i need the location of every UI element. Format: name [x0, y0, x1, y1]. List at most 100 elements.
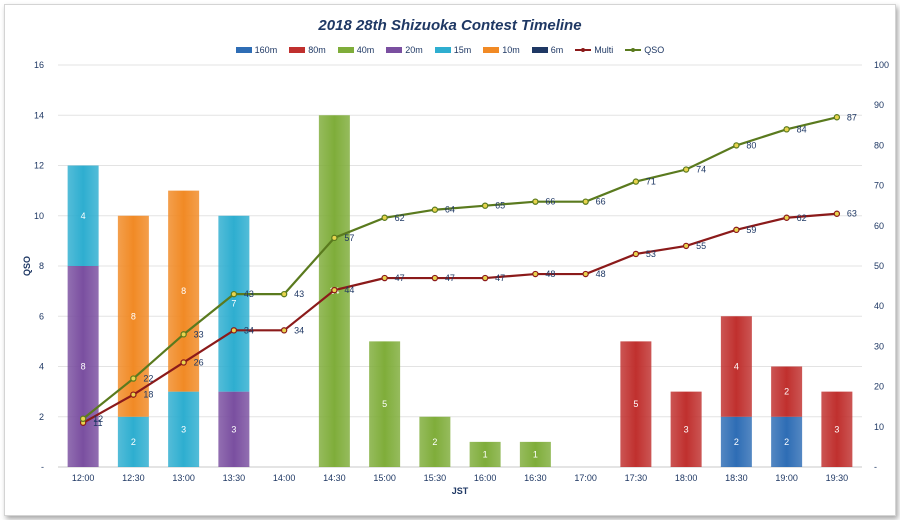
point-qso: [682, 166, 690, 173]
point-label-multi: 48: [596, 269, 606, 279]
x-tick-label: 14:00: [273, 473, 296, 483]
legend-swatch: [235, 47, 252, 53]
chart-legend: 160m 80m 40m 20m 15m 10m 6m Multi QSO: [5, 45, 895, 55]
point-label-qso: 65: [495, 201, 505, 211]
bar-80m: [670, 391, 702, 467]
y-tick-label: 4: [39, 362, 44, 372]
point-multi: [130, 391, 137, 398]
x-tick-label: 18:30: [725, 473, 748, 483]
chart-title: 2018 28th Shizuoka Contest Timeline: [318, 17, 582, 34]
legend-label: Multi: [594, 45, 614, 55]
point-label-multi: 62: [797, 213, 807, 223]
point-qso: [331, 234, 338, 242]
y-tick-label: 16: [34, 60, 44, 70]
point-qso: [481, 202, 489, 209]
y2-tick-label: 70: [874, 181, 884, 191]
legend-item-160m: 160m: [235, 45, 278, 55]
legend-item-40m: 40m: [337, 45, 374, 55]
point-qso: [733, 142, 740, 149]
bar-40m: [419, 416, 451, 467]
bar-value-label: 2: [734, 437, 739, 447]
x-tick-label: 17:30: [625, 473, 648, 483]
point-label-qso: 87: [847, 112, 857, 122]
point-label-multi: 47: [395, 273, 405, 283]
y2-tick-label: 90: [874, 100, 884, 110]
point-multi: [682, 242, 690, 250]
point-label-multi: 18: [143, 390, 153, 400]
bar-10m: [168, 190, 200, 392]
point-multi: [381, 274, 388, 282]
point-label-multi: 47: [445, 273, 455, 283]
bar-80m: [771, 366, 803, 417]
bar-value-label: 7: [231, 299, 236, 309]
legend-label: 20m: [405, 45, 423, 55]
bar-15m: [117, 416, 149, 467]
bar-value-label: 3: [834, 424, 839, 434]
bar-80m: [620, 341, 652, 467]
y-axis-title: QSO: [22, 256, 32, 276]
bar-value-label: 8: [81, 362, 86, 372]
x-axis-title: JST: [452, 486, 469, 496]
point-qso: [833, 114, 841, 121]
point-qso: [632, 178, 640, 185]
y-tick-label: 2: [39, 412, 44, 422]
bar-value-label: 1: [533, 449, 538, 459]
y2-tick-label: 30: [874, 341, 884, 351]
bar-value-label: 5: [633, 399, 638, 409]
y2-tick-label: 20: [874, 382, 884, 392]
bar-80m: [720, 316, 752, 417]
legend-swatch: [434, 47, 451, 53]
x-tick-label: 13:00: [172, 473, 195, 483]
line-multi: [82, 212, 837, 424]
y2-tick-label: 50: [874, 261, 884, 271]
legend-item-20m: 20m: [386, 45, 423, 55]
point-qso: [180, 331, 187, 338]
point-multi: [833, 210, 841, 217]
legend-label: 80m: [308, 45, 326, 55]
x-tick-label: 14:30: [323, 473, 346, 483]
bar-40m: [469, 441, 501, 467]
point-label-qso: 66: [596, 197, 606, 207]
bar-10m: [117, 215, 149, 417]
legend-item-10m: 10m: [483, 45, 520, 55]
point-label-qso: 80: [746, 140, 756, 150]
y-tick-label: 10: [34, 211, 44, 221]
x-tick-label: 15:00: [373, 473, 396, 483]
point-label-qso: 43: [244, 289, 254, 299]
legend-swatch: [483, 47, 500, 53]
legend-label: 160m: [254, 45, 278, 55]
legend-item-multi: Multi: [575, 45, 613, 55]
point-qso: [79, 415, 87, 422]
x-tick-label: 17:00: [574, 473, 597, 483]
point-qso: [230, 290, 238, 298]
legend-item-qso: QSO: [625, 45, 664, 55]
y-tick-label: 12: [34, 161, 44, 171]
point-label-qso: 22: [143, 374, 153, 384]
point-label-qso: 33: [194, 329, 204, 339]
legend-line-swatch: [575, 47, 592, 53]
bar-15m: [168, 391, 200, 467]
point-label-multi: 26: [194, 357, 204, 367]
bar-160m: [720, 416, 752, 467]
y2-tick-label: 100: [874, 60, 889, 70]
x-tick-label: 16:00: [474, 473, 497, 483]
bar-value-label: 2: [432, 437, 437, 447]
bar-value-label: 4: [734, 362, 739, 372]
bar-value-label: 2: [784, 387, 789, 397]
x-tick-label: 19:30: [826, 473, 849, 483]
bar-value-label: 8: [181, 286, 186, 296]
point-qso: [130, 375, 137, 382]
point-multi: [733, 226, 740, 234]
legend-swatch: [531, 47, 548, 53]
point-label-multi: 34: [244, 325, 254, 335]
bar-value-label: 3: [231, 424, 236, 434]
legend-label: 10m: [502, 45, 520, 55]
x-tick-label: 12:30: [122, 473, 145, 483]
point-qso: [783, 126, 790, 133]
y-tick-label: 14: [34, 110, 44, 120]
legend-swatch: [337, 47, 354, 53]
point-label-qso: 71: [646, 177, 656, 187]
point-label-multi: 53: [646, 249, 656, 259]
legend-label: 15m: [453, 45, 472, 55]
